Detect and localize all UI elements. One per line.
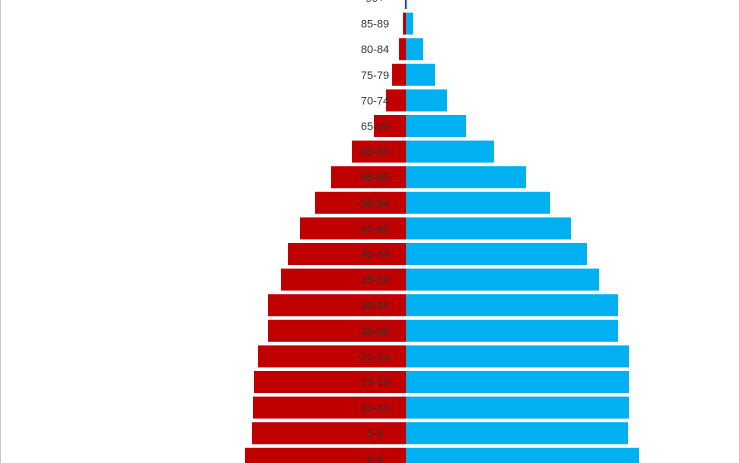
bar-left-15-19 xyxy=(254,371,406,393)
bar-right-60-64 xyxy=(406,140,494,163)
bar-right-55-59 xyxy=(406,166,526,189)
bar-right-30-34 xyxy=(406,294,618,317)
age-group-label: 85-89 xyxy=(361,19,389,31)
bar-left-25-29 xyxy=(268,319,406,342)
bar-right-45-49 xyxy=(406,217,571,240)
bar-right-75-79 xyxy=(406,63,435,86)
bar-left-0-4 xyxy=(245,447,406,463)
bar-left-55-59 xyxy=(331,166,406,189)
bar-right-35-39 xyxy=(406,268,599,291)
bar-right-65-69 xyxy=(406,115,466,137)
bar-right-40-44 xyxy=(406,243,587,265)
bar-right-20-24 xyxy=(406,345,629,368)
age-group-label: 70-74 xyxy=(361,95,389,107)
bar-right-10-14 xyxy=(406,396,629,419)
age-group-label: 10-14 xyxy=(361,403,389,415)
bar-left-80-84 xyxy=(399,38,406,61)
bar-left-45-49 xyxy=(300,217,406,240)
age-group-label: 60-64 xyxy=(361,147,389,159)
age-group-label: 40-44 xyxy=(361,249,389,261)
bar-left-40-44 xyxy=(288,243,406,265)
bar-left-75-79 xyxy=(392,63,406,86)
age-group-label: 80-84 xyxy=(361,44,389,56)
bar-left-70-74 xyxy=(386,89,406,112)
bar-right-5-9 xyxy=(406,422,628,445)
bar-left-20-24 xyxy=(258,345,406,368)
age-group-label: 55-59 xyxy=(361,172,389,184)
age-group-label: 5-9 xyxy=(367,428,383,440)
bar-right-90+ xyxy=(406,0,407,9)
bar-right-80-84 xyxy=(406,38,423,61)
age-group-label: 0-4 xyxy=(367,454,383,463)
bar-left-60-64 xyxy=(352,140,406,163)
age-group-label: 50-54 xyxy=(361,198,389,210)
age-group-label: 30-34 xyxy=(361,300,389,312)
bar-left-50-54 xyxy=(315,191,406,214)
bar-left-90+ xyxy=(405,0,406,9)
bar-left-65-69 xyxy=(374,115,406,137)
bar-left-10-14 xyxy=(253,396,406,419)
bar-right-70-74 xyxy=(406,89,447,112)
bar-left-5-9 xyxy=(252,422,406,445)
bar-right-0-4 xyxy=(406,447,639,463)
age-group-label: 90+ xyxy=(366,0,385,5)
age-group-label: 15-19 xyxy=(361,377,389,389)
bar-left-30-34 xyxy=(268,294,406,317)
age-group-label: 20-24 xyxy=(361,351,389,363)
bar-right-15-19 xyxy=(406,371,629,393)
age-group-label: 45-49 xyxy=(361,223,389,235)
bar-left-35-39 xyxy=(281,268,406,291)
age-group-label: 25-29 xyxy=(361,326,389,338)
age-group-label: 75-79 xyxy=(361,70,389,82)
bar-right-85-89 xyxy=(406,12,413,35)
bar-left-85-89 xyxy=(403,12,406,35)
bar-right-50-54 xyxy=(406,191,550,214)
age-group-label: 65-69 xyxy=(361,121,389,133)
age-group-label: 35-39 xyxy=(361,275,389,287)
bar-right-25-29 xyxy=(406,319,618,342)
